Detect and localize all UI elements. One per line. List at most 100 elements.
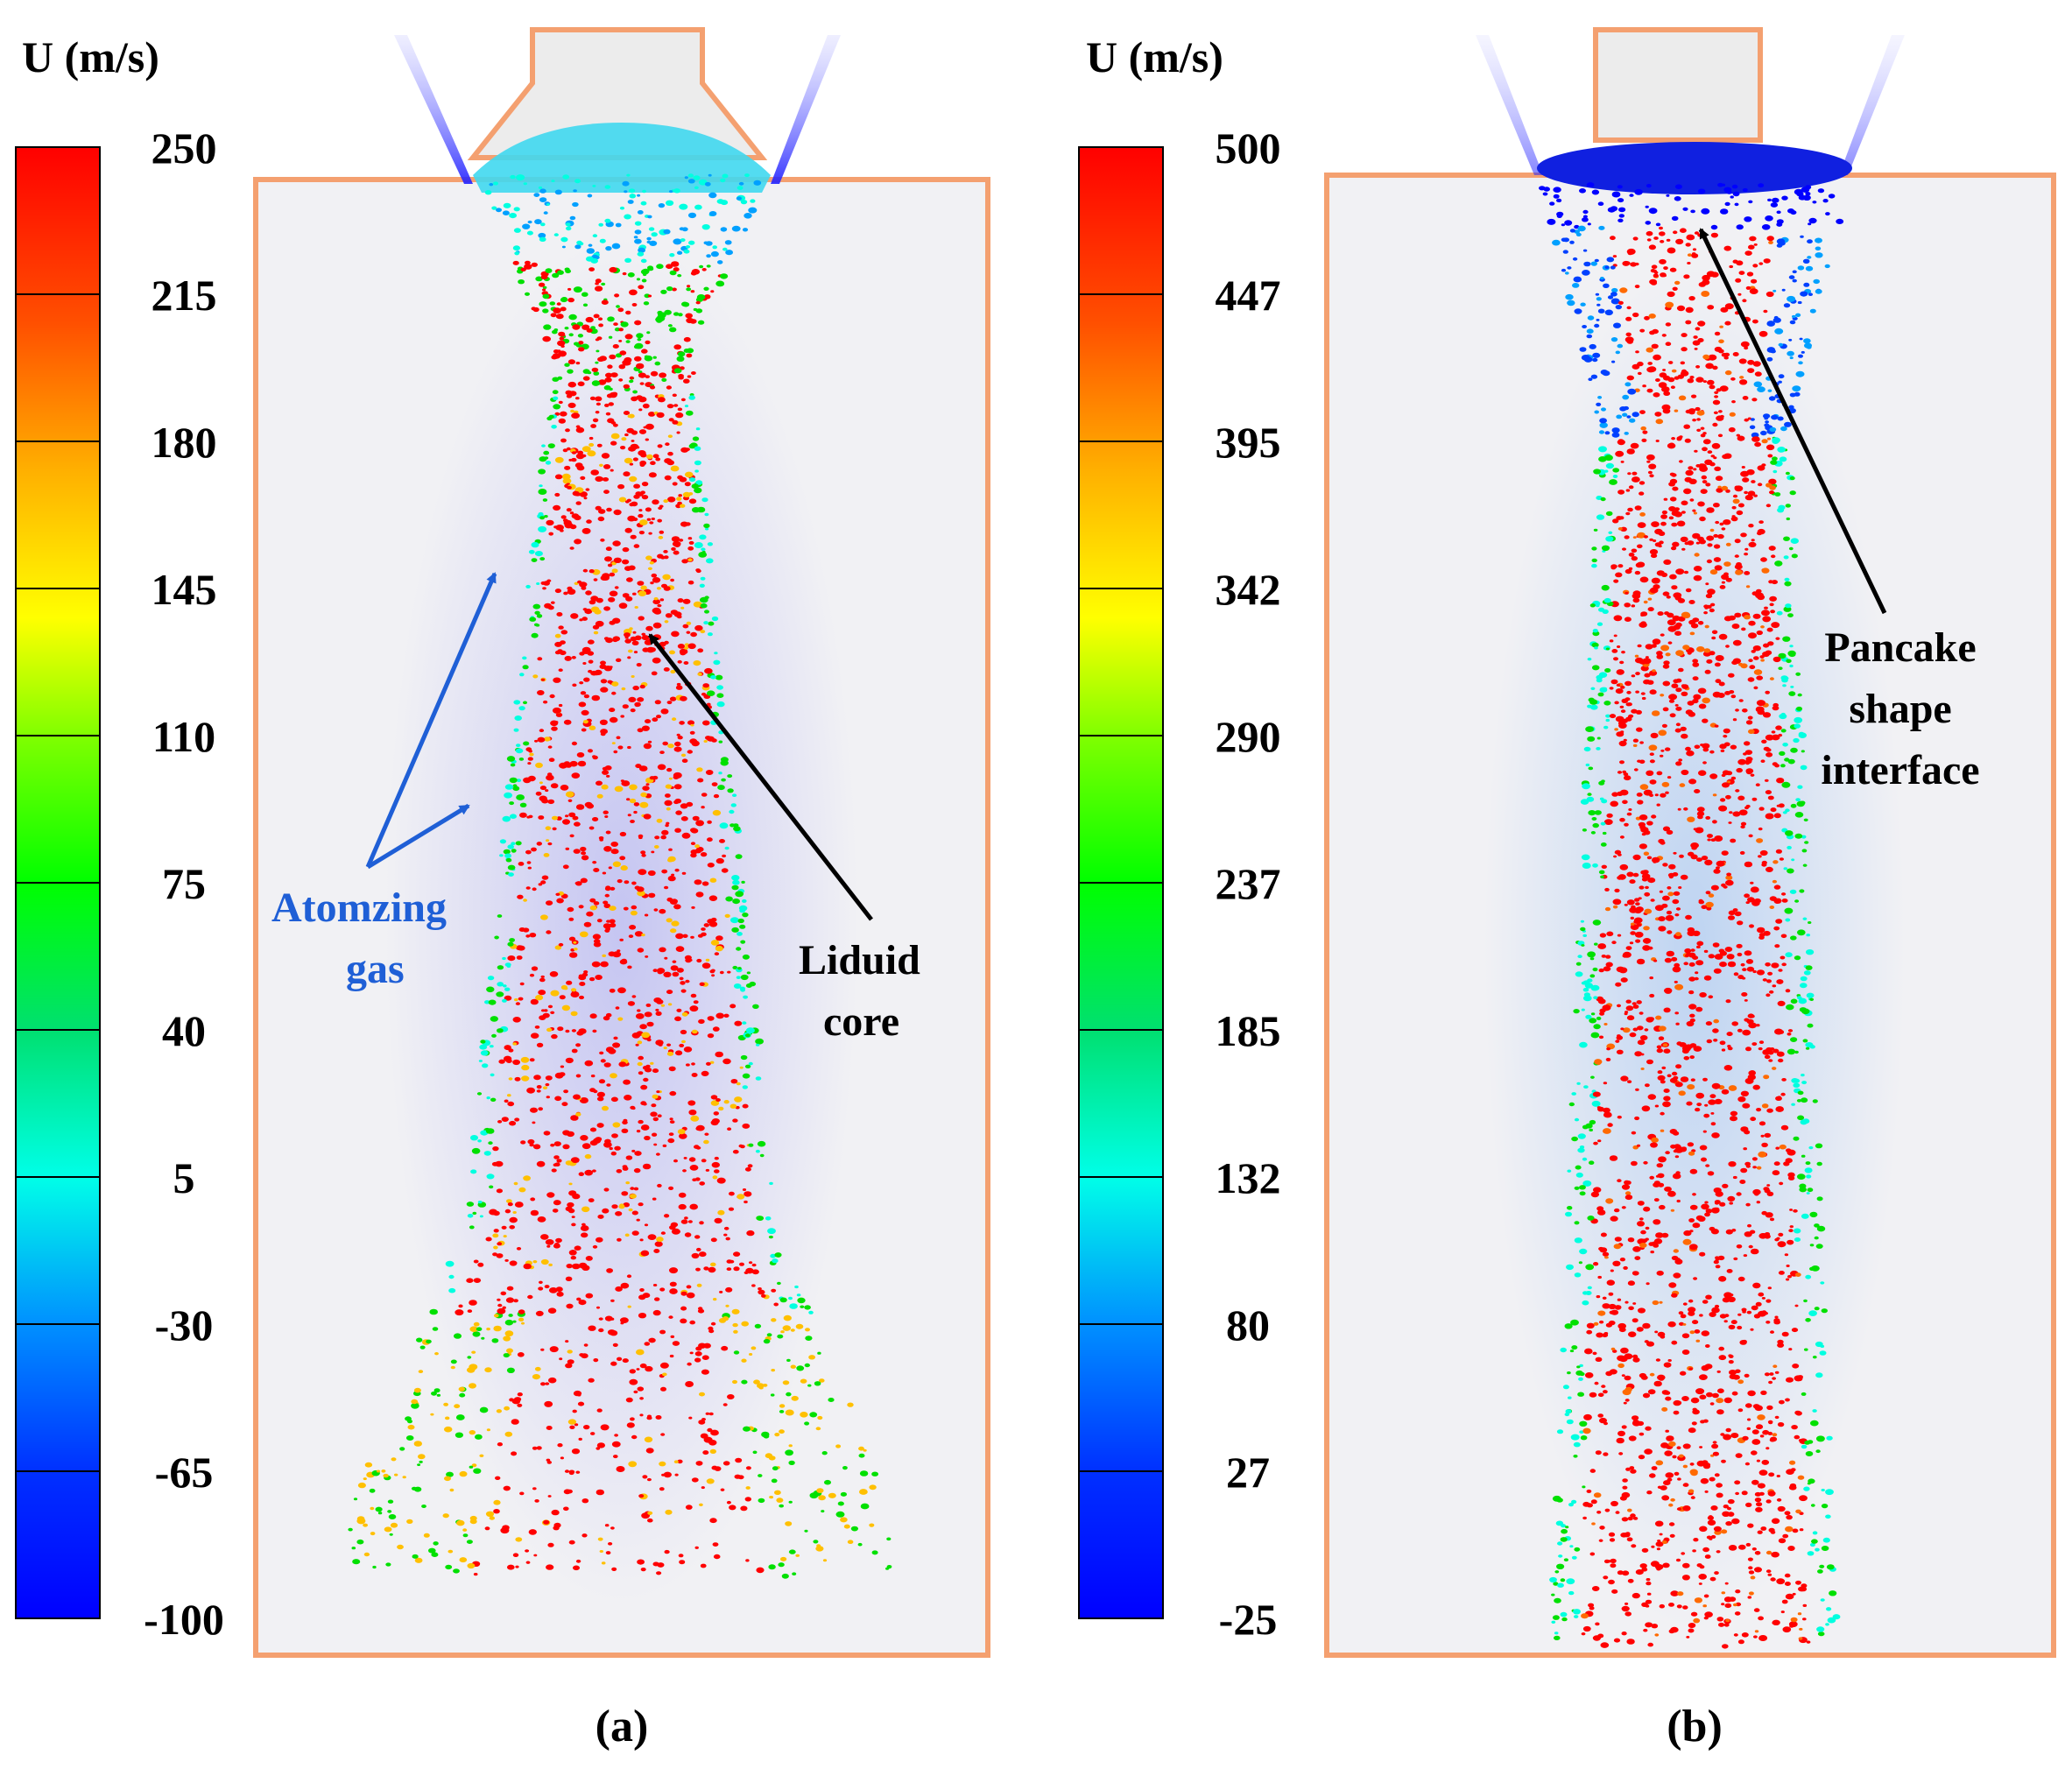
droplet <box>1701 1157 1707 1162</box>
droplet <box>485 1511 495 1518</box>
droplet <box>1627 1578 1634 1583</box>
droplet <box>453 1568 460 1574</box>
droplet <box>1679 460 1683 463</box>
droplet <box>619 206 625 210</box>
droplet <box>1746 966 1755 972</box>
droplet <box>869 1484 877 1491</box>
droplet <box>545 268 553 273</box>
droplet <box>1701 291 1710 297</box>
droplet <box>516 779 522 783</box>
droplet <box>792 1572 797 1575</box>
droplet <box>565 1057 574 1064</box>
droplet <box>604 815 609 818</box>
droplet <box>596 1096 604 1102</box>
droplet <box>1597 1275 1602 1279</box>
droplet <box>1585 1123 1593 1129</box>
droplet <box>1587 222 1591 226</box>
droplet <box>1814 1223 1820 1228</box>
droplet <box>1696 857 1702 862</box>
droplet <box>525 260 531 265</box>
droplet <box>669 190 673 194</box>
droplet <box>715 1098 721 1102</box>
droplet <box>1783 555 1789 560</box>
droplet <box>1591 817 1597 821</box>
droplet <box>502 815 511 822</box>
droplet <box>1590 831 1596 835</box>
droplet <box>786 1392 792 1397</box>
droplet <box>1707 588 1716 596</box>
droplet <box>1556 214 1562 218</box>
droplet <box>604 1138 611 1145</box>
droplet <box>654 700 661 705</box>
droplet <box>634 356 642 362</box>
droplet <box>1606 813 1613 818</box>
droplet <box>664 885 669 890</box>
droplet <box>1730 1320 1737 1325</box>
droplet <box>666 767 673 772</box>
droplet <box>1576 1082 1581 1085</box>
droplet <box>622 865 626 869</box>
droplet <box>487 976 495 981</box>
droplet <box>698 1018 705 1025</box>
droplet <box>699 534 707 540</box>
droplet <box>674 1473 679 1477</box>
droplet <box>525 292 530 296</box>
droplet <box>394 1473 398 1477</box>
droplet <box>1592 1635 1601 1641</box>
droplet <box>681 227 688 232</box>
droplet <box>1756 1459 1760 1462</box>
droplet <box>808 1355 815 1360</box>
droplet <box>579 1097 588 1103</box>
gas-label-line2: gas <box>346 946 405 992</box>
droplet <box>1653 1238 1663 1244</box>
droplet <box>1712 422 1718 427</box>
droplet <box>1742 477 1750 483</box>
droplet <box>768 1235 773 1239</box>
droplet <box>612 344 619 349</box>
droplet <box>600 961 609 968</box>
droplet <box>1756 1024 1760 1027</box>
droplet <box>583 921 592 927</box>
droplet <box>1805 192 1811 196</box>
droplet <box>1668 1282 1677 1288</box>
droplet <box>1626 415 1632 419</box>
droplet <box>655 1415 662 1420</box>
droplet <box>1667 291 1675 298</box>
droplet <box>1815 1244 1823 1249</box>
droplet <box>1773 1161 1780 1166</box>
droplet <box>504 995 512 1001</box>
droplet <box>1754 1498 1762 1503</box>
droplet <box>1805 965 1813 970</box>
droplet <box>1702 1419 1709 1423</box>
droplet <box>598 1079 606 1084</box>
droplet <box>547 1495 552 1498</box>
droplet <box>506 1348 513 1354</box>
droplet <box>1663 266 1668 271</box>
droplet <box>667 1003 673 1006</box>
droplet <box>1697 321 1706 327</box>
droplet <box>671 920 680 927</box>
droplet <box>1784 421 1792 427</box>
droplet <box>567 1202 574 1208</box>
droplet <box>1626 306 1632 310</box>
droplet <box>695 308 703 314</box>
droplet <box>659 1329 666 1335</box>
droplet <box>1794 899 1800 903</box>
droplet <box>1711 1443 1719 1449</box>
droplet <box>583 497 588 500</box>
droplet <box>423 1340 427 1343</box>
droplet <box>623 384 630 389</box>
droplet <box>736 196 743 201</box>
droplet <box>537 657 543 661</box>
droplet <box>1734 1480 1741 1485</box>
droplet <box>1578 1261 1582 1265</box>
droplet <box>479 1044 488 1050</box>
droplet <box>1639 1217 1644 1221</box>
droplet <box>540 1382 546 1386</box>
droplet <box>529 933 537 938</box>
droplet <box>637 697 645 702</box>
droplet <box>1586 334 1593 339</box>
droplet <box>377 1512 383 1515</box>
droplet <box>818 1495 826 1501</box>
droplet <box>710 675 716 680</box>
